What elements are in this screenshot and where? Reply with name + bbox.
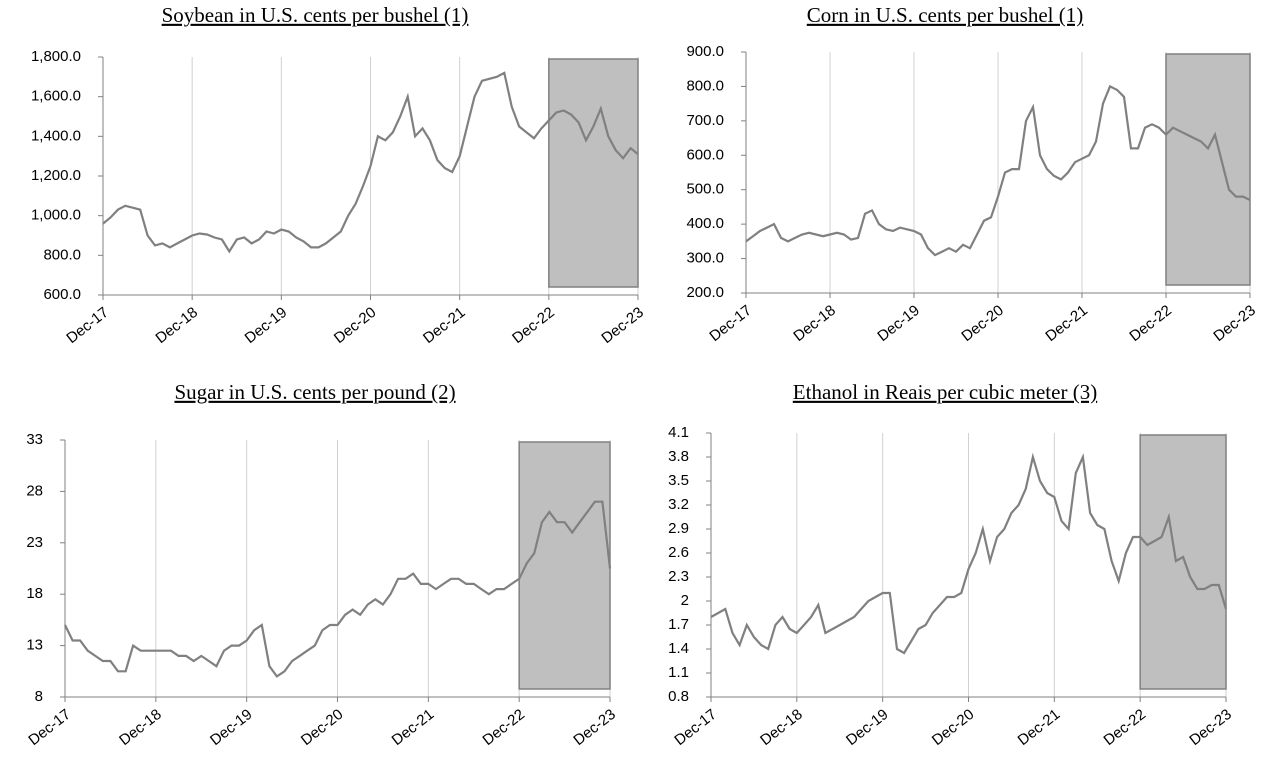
highlight-region: [1139, 434, 1227, 690]
chart-title: Ethanol in Reais per cubic meter (3): [793, 380, 1097, 404]
chart-title: Sugar in U.S. cents per pound (2): [174, 380, 455, 404]
y-tick-label: 1.1: [668, 664, 689, 681]
y-tick-label: 23: [26, 534, 43, 551]
data-line: [64, 500, 612, 678]
x-tick-label: Dec-17: [63, 304, 112, 347]
y-tick-label: 800.0: [43, 246, 81, 263]
panel: Sugar in U.S. cents per pound (2) 8 13 18 23…: [25, 380, 619, 749]
x-tick-label: Dec-22: [1126, 302, 1175, 345]
y-tick-label: 2.6: [668, 544, 689, 561]
data-line: [102, 71, 639, 254]
x-tick-label: Dec-20: [298, 706, 347, 749]
x-tick-label: Dec-20: [331, 304, 380, 347]
y-tick-label: 1,400.0: [31, 127, 81, 144]
highlight-region: [548, 58, 639, 288]
x-tick-label: Dec-17: [706, 302, 755, 345]
y-tick-label: 3.8: [668, 448, 689, 465]
x-tick-label: Dec-23: [598, 304, 647, 347]
x-tick-label: Dec-20: [958, 302, 1007, 345]
y-tick-label: 28: [26, 482, 43, 499]
x-tick-label: Dec-18: [790, 302, 839, 345]
y-tick-label: 13: [26, 637, 43, 654]
y-tick-label: 2: [681, 592, 689, 609]
panel: Ethanol in Reais per cubic meter (3) 0.8 1…: [668, 380, 1235, 749]
x-tick-label: Dec-22: [479, 706, 528, 749]
x-tick-label: Dec-22: [509, 304, 558, 347]
x-tick-label: Dec-19: [207, 706, 256, 749]
y-tick-label: 600.0: [686, 146, 724, 163]
x-tick-label: Dec-19: [843, 706, 892, 749]
y-tick-label: 1.7: [668, 616, 689, 633]
y-tick-label: 300.0: [686, 250, 724, 267]
x-tick-label: Dec-23: [1186, 706, 1235, 749]
y-tick-label: 33: [26, 431, 43, 448]
x-tick-label: Dec-23: [1210, 302, 1259, 345]
y-tick-label: 1,600.0: [31, 88, 81, 105]
x-tick-label: Dec-20: [929, 706, 978, 749]
y-tick-label: 2.9: [668, 520, 689, 537]
x-tick-label: Dec-17: [671, 706, 720, 749]
data-line: [745, 84, 1251, 257]
y-tick-label: 400.0: [686, 215, 724, 232]
panel: Soybean in U.S. cents per bushel (1) 600.…: [31, 3, 647, 347]
y-tick-label: 3.5: [668, 472, 689, 489]
y-tick-label: 700.0: [686, 112, 724, 129]
y-tick-label: 18: [26, 585, 43, 602]
x-tick-label: Dec-21: [1015, 706, 1064, 749]
highlight-region: [1165, 53, 1251, 286]
y-tick-label: 8: [35, 688, 43, 705]
x-tick-label: Dec-21: [389, 706, 438, 749]
x-tick-label: Dec-19: [242, 304, 291, 347]
y-tick-label: 600.0: [43, 286, 81, 303]
x-tick-label: Dec-21: [420, 304, 469, 347]
x-tick-label: Dec-18: [152, 304, 201, 347]
y-tick-label: 2.3: [668, 568, 689, 585]
chart-title: Corn in U.S. cents per bushel (1): [807, 3, 1083, 27]
y-tick-label: 3.2: [668, 496, 689, 513]
y-tick-label: 1.4: [668, 640, 689, 657]
y-tick-label: 1,800.0: [31, 48, 81, 65]
x-tick-label: Dec-21: [1042, 302, 1091, 345]
y-tick-label: 900.0: [686, 43, 724, 60]
x-tick-label: Dec-23: [570, 706, 619, 749]
y-tick-label: 1,000.0: [31, 207, 81, 224]
y-tick-label: 4.1: [668, 424, 689, 441]
chart-title: Soybean in U.S. cents per bushel (1): [162, 3, 469, 27]
x-tick-label: Dec-18: [116, 706, 165, 749]
x-tick-label: Dec-19: [874, 302, 923, 345]
y-tick-label: 800.0: [686, 77, 724, 94]
x-tick-label: Dec-17: [25, 706, 74, 749]
x-tick-label: Dec-18: [757, 706, 806, 749]
y-tick-label: 500.0: [686, 181, 724, 198]
panel: Corn in U.S. cents per bushel (1) 200.0 30…: [686, 3, 1258, 345]
y-tick-label: 1,200.0: [31, 167, 81, 184]
highlight-region: [518, 441, 611, 690]
y-tick-label: 200.0: [686, 284, 724, 301]
x-tick-label: Dec-22: [1100, 706, 1149, 749]
data-line: [710, 452, 1228, 655]
y-tick-label: 0.8: [668, 688, 689, 705]
